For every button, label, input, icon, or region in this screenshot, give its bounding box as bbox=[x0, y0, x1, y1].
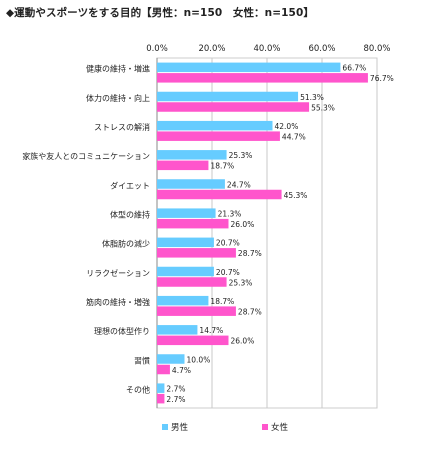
legend-label: 女性 bbox=[271, 422, 289, 433]
data-label: 14.7% bbox=[199, 326, 223, 335]
bar-female bbox=[157, 131, 280, 141]
bar-male bbox=[157, 354, 185, 364]
data-label: 26.0% bbox=[231, 337, 255, 346]
bar-female bbox=[157, 335, 229, 346]
data-label: 66.7% bbox=[342, 64, 366, 73]
category-label: ダイエット bbox=[110, 180, 150, 190]
x-tick-label: 20.0% bbox=[198, 44, 225, 54]
bar-female bbox=[157, 393, 165, 404]
chart-title: ◆運動やスポーツをする目的【男性：n=150 女性：n=150】 bbox=[6, 7, 314, 19]
bar-female bbox=[157, 218, 229, 229]
bar-female bbox=[157, 306, 236, 316]
legend-label: 男性 bbox=[171, 422, 189, 433]
category-label: 体脂肪の減少 bbox=[102, 239, 150, 249]
data-label: 4.7% bbox=[172, 366, 191, 375]
bar-male bbox=[157, 179, 225, 189]
x-tick-label: 40.0% bbox=[253, 44, 280, 54]
data-label: 20.7% bbox=[216, 268, 240, 277]
bar-female bbox=[157, 160, 209, 171]
legend-swatch bbox=[162, 424, 168, 430]
data-label: 25.3% bbox=[229, 151, 253, 160]
data-label: 24.7% bbox=[227, 180, 251, 189]
data-label: 51.3% bbox=[300, 93, 324, 102]
data-label: 26.0% bbox=[231, 220, 255, 229]
data-label: 45.3% bbox=[284, 191, 308, 200]
bar-female bbox=[157, 364, 170, 375]
bar-female bbox=[157, 73, 368, 83]
category-label: その他 bbox=[126, 384, 150, 394]
data-label: 2.7% bbox=[166, 395, 185, 404]
category-label: 健康の維持・増進 bbox=[86, 64, 150, 74]
data-label: 10.0% bbox=[187, 355, 211, 364]
data-label: 55.3% bbox=[311, 103, 335, 112]
bar-male bbox=[157, 120, 273, 131]
bar-male bbox=[157, 91, 299, 102]
data-label: 18.7% bbox=[210, 162, 234, 171]
bar-male bbox=[157, 295, 209, 306]
data-label: 44.7% bbox=[282, 132, 306, 141]
bar-female bbox=[157, 189, 282, 200]
category-label: 体型の維持 bbox=[110, 209, 150, 219]
bar-male bbox=[157, 150, 227, 160]
category-label: 筋肉の維持・増強 bbox=[86, 297, 150, 307]
x-tick-label: 80.0% bbox=[363, 44, 390, 54]
category-label: 体力の維持・向上 bbox=[86, 93, 150, 103]
category-label: ストレスの解消 bbox=[94, 122, 150, 132]
x-tick-label: 60.0% bbox=[308, 44, 335, 54]
bar-male bbox=[157, 266, 214, 277]
x-tick-label: 0.0% bbox=[146, 44, 168, 54]
bar-female bbox=[157, 277, 227, 287]
bar-male bbox=[157, 208, 216, 218]
bar-female bbox=[157, 248, 236, 258]
data-label: 20.7% bbox=[216, 239, 240, 248]
data-label: 42.0% bbox=[275, 122, 299, 131]
data-label: 21.3% bbox=[218, 209, 242, 218]
bar-male bbox=[157, 237, 214, 248]
category-label: 理想の体型作り bbox=[94, 326, 150, 336]
data-label: 25.3% bbox=[229, 278, 253, 287]
category-label: 習慣 bbox=[134, 355, 150, 365]
data-label: 76.7% bbox=[370, 74, 394, 83]
data-label: 2.7% bbox=[166, 384, 185, 393]
legend-swatch bbox=[262, 424, 268, 430]
bar-male bbox=[157, 325, 198, 335]
category-label: リラクゼーション bbox=[86, 268, 150, 278]
data-label: 28.7% bbox=[238, 307, 262, 316]
bar-male bbox=[157, 383, 165, 393]
category-label: 家族や友人とのコミュニケーション bbox=[22, 151, 150, 161]
bar-female bbox=[157, 102, 310, 112]
data-label: 28.7% bbox=[238, 249, 262, 258]
bar-male bbox=[157, 62, 341, 73]
data-label: 18.7% bbox=[210, 297, 234, 306]
